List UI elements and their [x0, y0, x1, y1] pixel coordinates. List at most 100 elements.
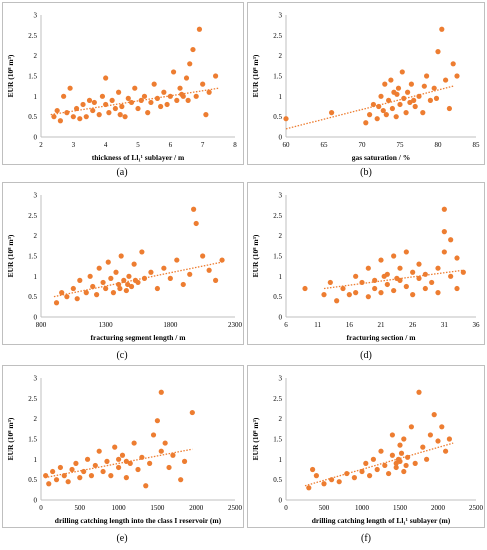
data-point — [372, 285, 378, 292]
y-axis-label: EUR (10⁸ m³) — [6, 234, 15, 277]
y-tick-label: 1.5 — [28, 253, 37, 261]
data-point — [429, 279, 435, 286]
data-point — [170, 452, 176, 458]
chart-b: 0 0.5 1 1.5 2 2.5 3 60 65 70 75 80 85 gas saturation … — [251, 12, 480, 163]
data-point — [393, 464, 399, 471]
data-point — [148, 269, 154, 275]
data-point — [450, 61, 456, 67]
x-axis-label: drilling catching length of Ll₁¹ sublaye… — [312, 516, 451, 525]
data-point — [185, 97, 191, 103]
data-point — [435, 290, 441, 296]
data-point — [446, 105, 452, 112]
y-tick-label: 1.5 — [273, 73, 282, 81]
x-tick-label: 31 — [441, 321, 449, 329]
x-tick-label: 75 — [397, 141, 405, 149]
x-tick-label: 1000 — [355, 504, 370, 512]
x-tick-label: 2000 — [189, 504, 204, 512]
data-point — [177, 85, 183, 91]
data-point — [410, 292, 416, 298]
x-tick-label: 0 — [284, 504, 288, 512]
x-tick-label: 65 — [321, 141, 329, 149]
x-tick-label: 6 — [169, 141, 173, 149]
data-point — [59, 290, 65, 296]
x-tick-label: 500 — [75, 504, 86, 512]
y-tick-label: 1 — [34, 273, 38, 281]
data-point — [167, 275, 173, 281]
data-point — [378, 257, 384, 263]
data-point — [386, 470, 392, 477]
data-point — [435, 438, 441, 444]
x-tick-label: 5 — [136, 141, 140, 149]
data-point — [94, 292, 100, 298]
caption-e: (e) — [116, 533, 128, 544]
chart-a: 0 0.5 1 1.5 2 2.5 3 2 3 4 5 6 7 8 thickness of Ll₁¹ su… — [6, 12, 237, 163]
data-point — [161, 89, 167, 95]
data-point — [174, 97, 180, 103]
data-point — [77, 116, 83, 122]
data-point — [84, 456, 91, 462]
data-point — [122, 114, 128, 120]
data-point — [128, 283, 135, 290]
data-point — [57, 464, 64, 471]
data-point — [391, 287, 397, 294]
data-point — [116, 464, 122, 471]
data-point — [141, 93, 148, 99]
y-tick-label: 2 — [279, 52, 283, 60]
data-point — [399, 69, 405, 75]
data-point — [454, 285, 460, 292]
data-point — [370, 101, 376, 108]
data-point — [439, 424, 445, 430]
x-axis-label: fracturing segment length / m — [91, 333, 187, 342]
data-point — [219, 257, 225, 263]
data-point — [54, 107, 60, 114]
caption-c: (c) — [116, 350, 128, 361]
data-point — [398, 450, 405, 456]
data-point — [334, 298, 340, 304]
y-tick-label: 2.5 — [28, 395, 37, 403]
data-point — [148, 99, 154, 106]
trendline — [44, 448, 193, 479]
data-point — [346, 292, 352, 298]
data-point — [109, 97, 115, 103]
data-point — [90, 283, 96, 290]
data-point — [104, 458, 110, 464]
data-point — [125, 95, 131, 101]
y-tick-label: 1.5 — [28, 436, 37, 444]
y-tick-label: 2.5 — [273, 212, 282, 220]
data-point — [92, 462, 98, 469]
x-tick-label: 1500 — [393, 504, 408, 512]
x-tick-label: 6 — [284, 321, 288, 329]
data-point — [61, 93, 67, 99]
data-point — [353, 290, 359, 296]
y-tick-label: 0.5 — [28, 476, 37, 484]
data-point — [441, 229, 447, 235]
data-point — [329, 477, 335, 483]
data-point — [187, 61, 193, 67]
y-tick-label: 1 — [279, 273, 283, 281]
data-point — [439, 26, 445, 32]
y-axis-label: EUR (10⁸ m³) — [251, 417, 260, 460]
data-point — [203, 112, 209, 118]
data-point — [435, 265, 441, 271]
data-point — [441, 249, 447, 255]
x-tick-label: 2000 — [431, 504, 446, 512]
y-tick-label: 2.5 — [28, 32, 37, 40]
data-point — [43, 473, 49, 479]
data-point — [51, 114, 57, 120]
data-point — [213, 73, 219, 79]
data-point — [191, 206, 197, 212]
data-point — [420, 110, 426, 116]
data-point — [454, 73, 460, 79]
x-tick-label: 4 — [104, 141, 108, 149]
data-point — [70, 285, 76, 292]
data-point — [410, 269, 416, 275]
data-point — [435, 49, 441, 55]
data-point — [380, 107, 386, 114]
data-point — [378, 93, 384, 99]
data-point — [416, 389, 422, 395]
x-tick-label: 800 — [36, 321, 47, 329]
y-axis-label: EUR (10⁸ m³) — [6, 54, 15, 97]
data-point — [158, 448, 164, 454]
data-point — [131, 440, 137, 446]
